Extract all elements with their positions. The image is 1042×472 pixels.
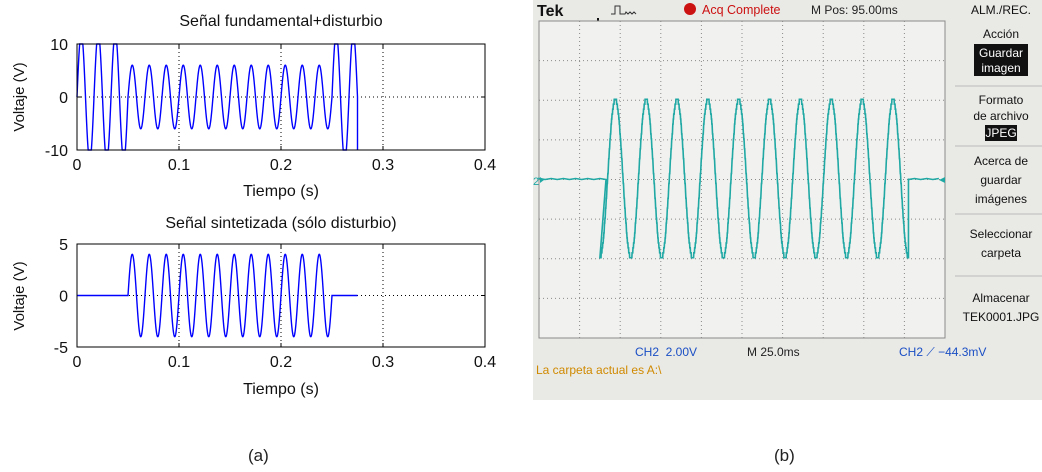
- caption-b: (b): [774, 446, 795, 465]
- caption-a: (a): [248, 446, 269, 465]
- plot-y-tick-label: -5: [54, 340, 68, 357]
- trigger-status-icon: [611, 5, 637, 15]
- menu-item-almacenar[interactable]: Almacenar TEK0001.JPG: [963, 291, 1040, 324]
- plot-y-tick-label: 0: [59, 289, 68, 306]
- menu-formato-value-bg: [985, 125, 1017, 141]
- menu-formato-line2: de archivo: [973, 109, 1029, 123]
- plot-x-tick-label: 0.3: [372, 157, 394, 174]
- trigger-level-arrow: [939, 177, 945, 183]
- scope-brand: Tek: [537, 3, 563, 20]
- acq-status-text: Acq Complete: [702, 3, 781, 17]
- menu-formato-line1: Formato: [979, 93, 1024, 107]
- plot2-ylabel: Voltaje (V): [11, 261, 28, 330]
- menu-seleccionar-line1: Seleccionar: [970, 227, 1033, 241]
- menu-seleccionar-line2: carpeta: [981, 246, 1021, 260]
- scope-graticule: [538, 20, 946, 339]
- menu-accion-value-line2: imagen: [981, 61, 1020, 75]
- menu-title: ALM./REC.: [971, 3, 1031, 17]
- plot1-ticks: 0 0.1 0.2 0.3 0.4 10 0 -10: [45, 37, 496, 174]
- menu-accion-value-line1: Guardar: [979, 46, 1023, 60]
- plot-x-tick-label: 0: [73, 157, 82, 174]
- menu-acerca-line3: imágenes: [975, 192, 1027, 206]
- matlab-plots: Señal fundamental+disturbio 0 0.1 0.2 0.3 0.…: [11, 13, 496, 398]
- plot2-title: Señal sintetizada (sólo disturbio): [165, 215, 396, 232]
- menu-acerca-line1: Acerca de: [974, 154, 1028, 168]
- plot-x-tick-label: 0: [73, 354, 82, 371]
- menu-item-formato[interactable]: Formato de archivo JPEG: [973, 93, 1029, 141]
- side-menu: ALM./REC. Acción Guardar imagen Formato …: [955, 3, 1042, 324]
- plot2-axes-box: [76, 243, 486, 348]
- menu-accion-value-bg: [974, 44, 1028, 76]
- plot-x-tick-label: 0.1: [168, 157, 190, 174]
- plot-x-tick-label: 0.3: [372, 354, 394, 371]
- current-folder-message: La carpeta actual es A:\: [536, 363, 662, 377]
- menu-accion-label: Acción: [983, 27, 1019, 41]
- oscilloscope-screen: Tek Acq Complete M Pos: 95.00ms 2 CH2 2.…: [533, 0, 1042, 400]
- plot-y-tick-label: -10: [45, 143, 68, 160]
- plot-x-tick-label: 0.2: [270, 157, 292, 174]
- menu-item-accion[interactable]: Acción Guardar imagen: [974, 27, 1028, 76]
- acq-status-dot: [684, 3, 696, 15]
- ch2-ground-arrow: [540, 177, 544, 183]
- plot-x-tick-label: 0.4: [474, 157, 496, 174]
- plot-y-tick-label: 10: [50, 37, 68, 54]
- menu-acerca-line2: guardar: [980, 173, 1021, 187]
- plot-y-tick-label: 0: [59, 90, 68, 107]
- plot-y-tick-label: 5: [59, 237, 68, 254]
- ch2-ground-marker: 2: [533, 176, 539, 188]
- menu-almacenar-line1: Almacenar: [972, 291, 1029, 305]
- menu-item-acerca[interactable]: Acerca de guardar imágenes: [974, 154, 1028, 206]
- plot2-ticks: 0 0.1 0.2 0.3 0.4 5 0 -5: [54, 237, 496, 371]
- plot1-axes-box: [76, 43, 486, 151]
- plot2-series-line: [77, 253, 358, 338]
- plot-x-tick-label: 0.1: [168, 354, 190, 371]
- mpos-readout: M Pos: 95.00ms: [811, 3, 898, 17]
- plot-x-tick-label: 0.2: [270, 354, 292, 371]
- plot-x-tick-label: 0.4: [474, 354, 496, 371]
- trigger-readout: CH2 ⟋ −44.3mV: [899, 345, 986, 359]
- plot2-xlabel: Tiempo (s): [243, 381, 319, 398]
- ch2-trace: [538, 98, 940, 259]
- menu-almacenar-line2: TEK0001.JPG: [963, 310, 1040, 324]
- time-scale-readout: M 25.0ms: [747, 345, 800, 359]
- plot1-xlabel: Tiempo (s): [243, 183, 319, 200]
- menu-item-seleccionar[interactable]: Seleccionar carpeta: [970, 227, 1033, 260]
- plot1-title: Señal fundamental+disturbio: [179, 13, 382, 30]
- menu-formato-value: JPEG: [985, 126, 1016, 140]
- plot1-ylabel: Voltaje (V): [11, 62, 28, 131]
- ch2-scale-readout: CH2 2.00V: [635, 345, 697, 359]
